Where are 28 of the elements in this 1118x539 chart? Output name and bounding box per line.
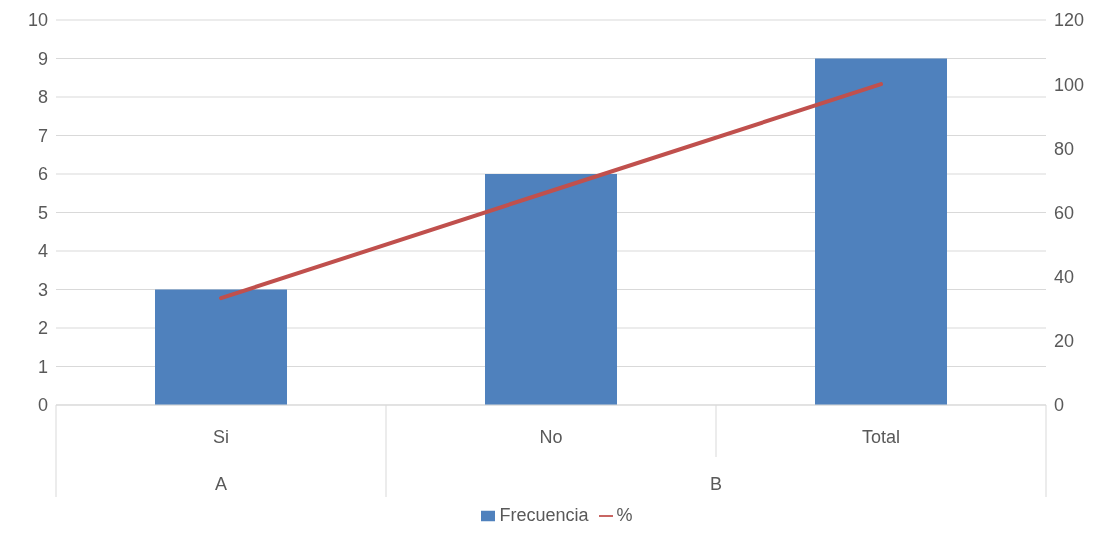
legend-label: Frecuencia [499, 505, 589, 525]
y-tick-label: 3 [37, 279, 48, 300]
y2-tick-label: 60 [1054, 202, 1075, 223]
y-tick-label: 7 [37, 125, 48, 146]
x-tick-label: No [539, 427, 563, 447]
x-tick-label: Si [212, 427, 230, 447]
y-tick-label: 8 [37, 87, 48, 108]
text: B [709, 474, 723, 494]
y2-tick-label: 40 [1054, 267, 1075, 288]
y2-tick-label: 20 [1054, 331, 1075, 352]
y-tick-label: 2 [37, 318, 48, 339]
y-tick-label: 4 [37, 241, 48, 262]
y-tick-label: 5 [37, 202, 48, 223]
y-tick-label: 0 [37, 395, 48, 416]
y2-tick-label: 100 [1054, 74, 1085, 95]
y2-tick-label: 0 [1054, 395, 1065, 416]
y-tick-label: 10 [27, 10, 48, 31]
legend-label: % [616, 505, 633, 525]
y-tick-label: 9 [37, 48, 48, 69]
bar [485, 174, 617, 405]
y2-tick-label: 80 [1054, 138, 1075, 159]
bar [815, 58, 947, 405]
bar [155, 289, 287, 405]
text: A [214, 474, 228, 494]
x-tick-label: Total [861, 427, 901, 447]
y2-tick-label: 120 [1054, 10, 1085, 31]
y-tick-label: 1 [37, 356, 48, 377]
y-tick-label: 6 [37, 164, 48, 185]
